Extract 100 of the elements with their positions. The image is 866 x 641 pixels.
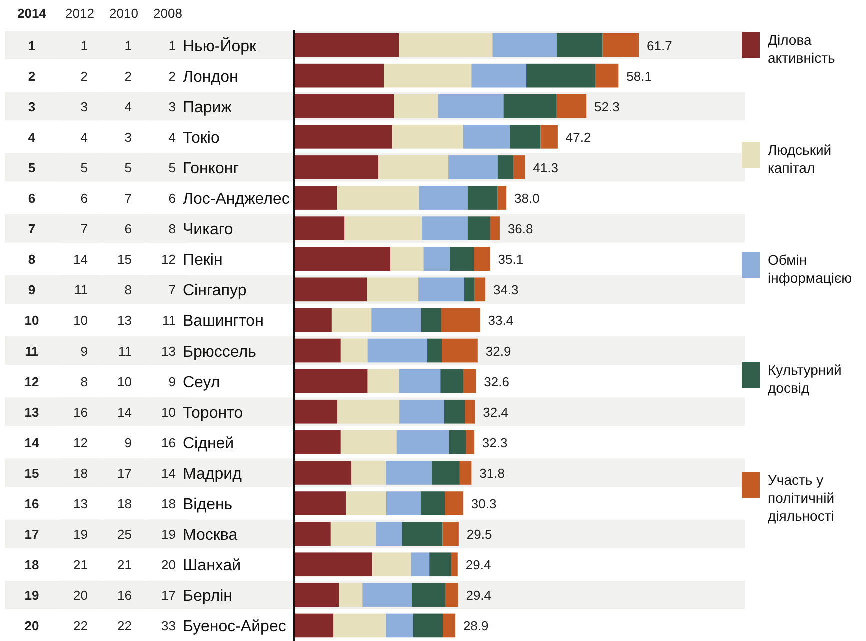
bar (294, 492, 346, 516)
bar (294, 64, 384, 88)
y-tick-label: 2 (28, 68, 36, 84)
bar (498, 186, 507, 210)
bar (294, 400, 338, 424)
bar (346, 492, 386, 516)
bar (490, 216, 500, 240)
bar (384, 64, 472, 88)
data-label: 25 (118, 527, 132, 542)
annotation: 32.6 (484, 374, 510, 390)
data-label: 3 (168, 99, 176, 114)
x-tick-label: 2008 (154, 6, 182, 21)
bar (418, 278, 464, 302)
annotation: 31.8 (480, 466, 505, 481)
data-label: 14 (162, 466, 176, 481)
data-label: 2 (80, 68, 88, 84)
bar (513, 156, 526, 180)
y-tick-label: Відень (183, 496, 233, 514)
y-tick-label: 9 (28, 282, 36, 298)
data-label: 10 (74, 313, 88, 328)
data-label: 11 (118, 344, 132, 359)
y-tick-label: Париж (183, 99, 232, 116)
annotation: 58.1 (626, 68, 652, 84)
bar (602, 33, 639, 58)
bar (344, 216, 422, 240)
annotation: 32.3 (482, 435, 508, 450)
y-tick-label: 3 (28, 99, 36, 114)
y-tick-label: Нью-Йорк (183, 36, 258, 56)
bar (294, 33, 400, 58)
data-label: 22 (118, 618, 132, 634)
bar (294, 125, 392, 149)
annotation: 38.0 (514, 191, 540, 206)
data-label: 18 (162, 496, 176, 512)
bar (474, 278, 486, 302)
bar (420, 492, 446, 516)
bar (294, 369, 368, 394)
y-tick-label: Сеул (183, 374, 220, 392)
data-label: 12 (74, 435, 88, 450)
bar (413, 614, 444, 638)
bar (294, 94, 394, 118)
data-label: 1 (168, 38, 176, 54)
bar (443, 614, 456, 638)
data-label: 10 (162, 404, 176, 420)
data-label: 11 (74, 282, 88, 298)
data-label: 13 (162, 344, 176, 359)
y-tick-label: 7 (28, 222, 36, 237)
bar (372, 552, 412, 577)
bar (399, 369, 441, 394)
data-label: 19 (162, 527, 176, 542)
bar (340, 430, 397, 454)
bar (472, 64, 527, 88)
data-label: 2 (168, 68, 176, 84)
bar (352, 461, 386, 485)
data-label: 21 (118, 558, 132, 573)
y-tick-label: 6 (28, 191, 36, 206)
legend-label: Людський капітал (768, 142, 832, 176)
bar (468, 186, 498, 210)
annotation: 35.1 (498, 252, 524, 268)
bar (438, 94, 504, 118)
bar (460, 461, 472, 485)
bar (540, 125, 558, 149)
bar (449, 430, 466, 454)
data-label: 1 (80, 38, 88, 54)
y-tick-label: 4 (28, 130, 36, 145)
data-label: 5 (168, 160, 176, 176)
y-tick-label: 12 (24, 374, 40, 390)
y-tick-label: Пекін (183, 252, 223, 270)
data-label: 18 (118, 496, 132, 512)
bar (368, 338, 428, 363)
bar (424, 247, 450, 272)
y-tick-label: Сідней (183, 435, 234, 452)
data-label: 5 (80, 160, 88, 176)
y-tick-label: 16 (24, 496, 40, 512)
annotation: 33.4 (488, 313, 514, 328)
bar (339, 583, 363, 608)
data-label: 18 (74, 466, 88, 481)
data-label: 12 (162, 252, 176, 268)
data-label: 4 (168, 130, 176, 145)
y-tick-label: Мадрид (183, 466, 243, 483)
bar (411, 552, 430, 577)
bar (510, 125, 541, 149)
data-label: 8 (80, 374, 88, 390)
data-label: 22 (74, 618, 88, 634)
data-label: 16 (118, 588, 132, 604)
y-tick-label: 10 (24, 313, 40, 328)
bar (468, 216, 490, 240)
data-label: 13 (74, 496, 88, 512)
bar (451, 552, 458, 577)
data-label: 6 (80, 191, 88, 206)
y-tick-label: 14 (24, 435, 40, 450)
bar (440, 369, 464, 394)
annotation: 30.3 (471, 496, 497, 512)
bar (504, 94, 557, 118)
bar (445, 492, 464, 516)
bar (372, 308, 422, 332)
annotation: 29.5 (466, 527, 492, 542)
legend-label: Обмін інформацією (768, 252, 852, 286)
bar (442, 522, 459, 546)
bar (392, 125, 464, 149)
annotation: 36.8 (508, 222, 534, 237)
